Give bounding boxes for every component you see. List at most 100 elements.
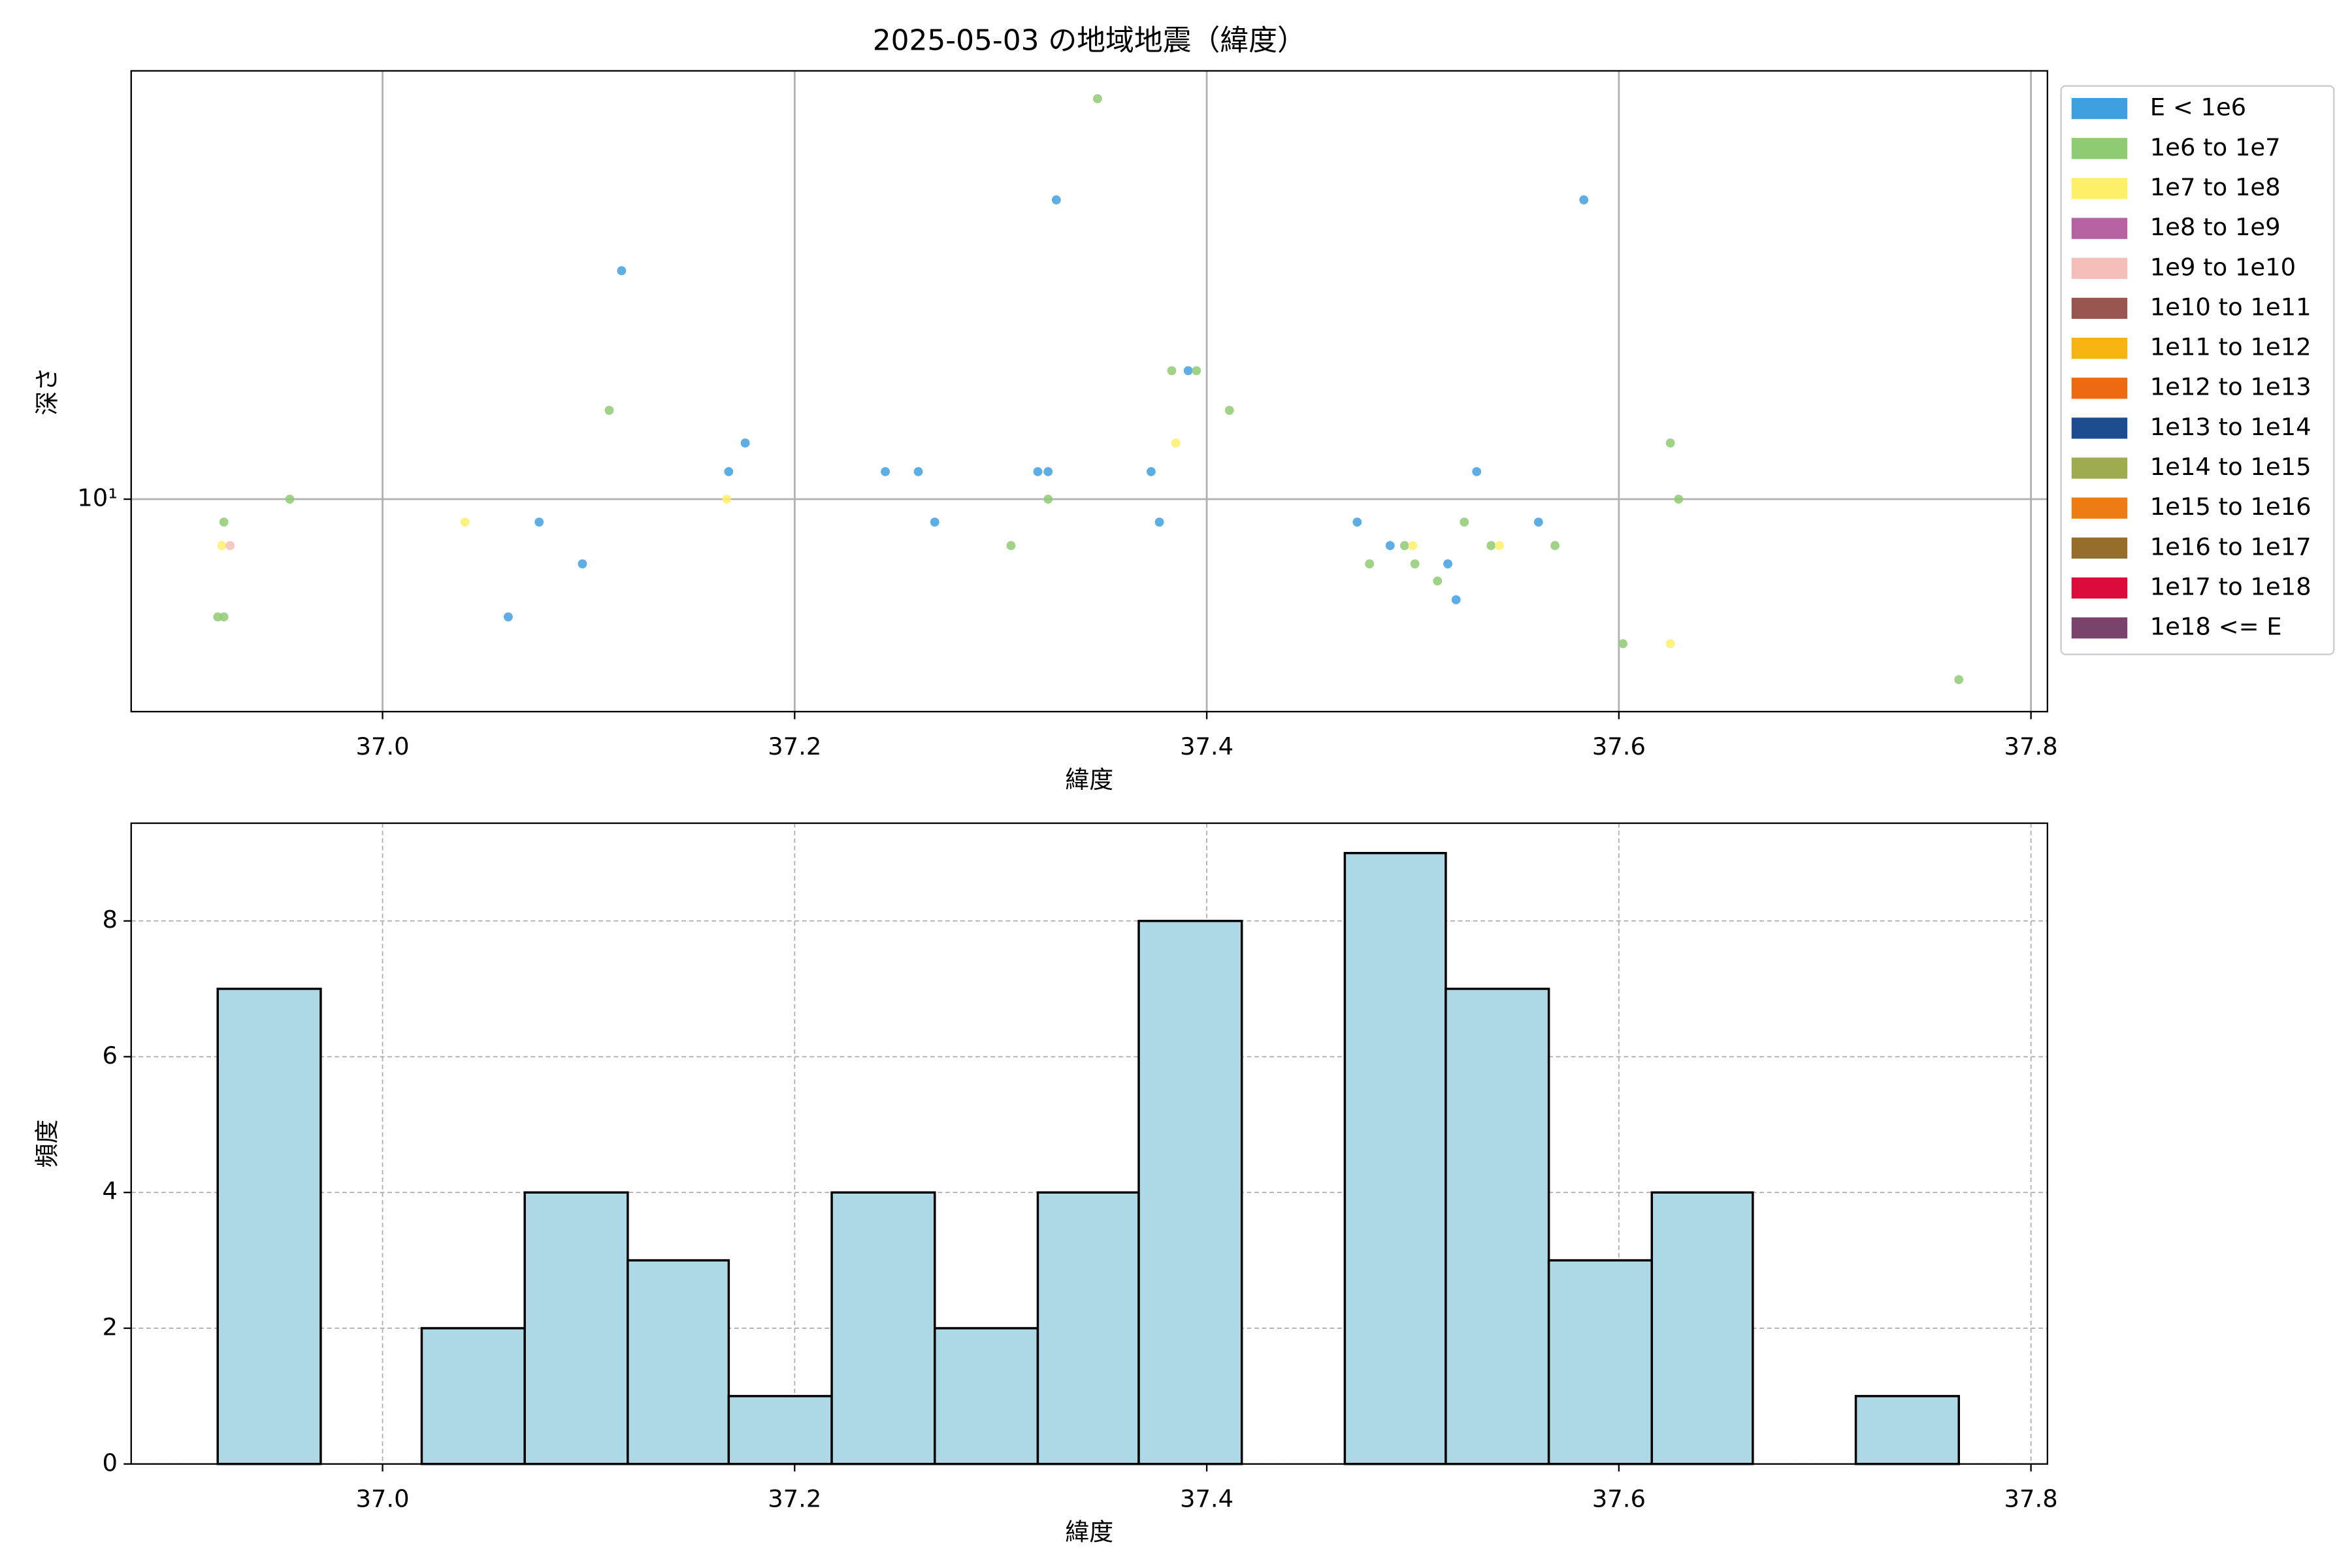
x-tick-label: 37.8 xyxy=(2004,732,2058,760)
legend-swatch xyxy=(2071,138,2128,159)
point xyxy=(1224,406,1234,415)
plot-frame xyxy=(130,70,2048,713)
point xyxy=(1954,675,1964,685)
x-axis-label: 緯度 xyxy=(1065,1518,1113,1546)
y-tick-label: 0 xyxy=(103,1448,118,1477)
point xyxy=(1093,94,1102,103)
point xyxy=(881,466,890,476)
point xyxy=(740,438,750,448)
point xyxy=(1147,466,1156,476)
point xyxy=(1460,517,1469,527)
legend-label: 1e11 to 1e12 xyxy=(2150,333,2311,361)
point xyxy=(722,495,732,504)
point xyxy=(217,541,227,551)
point xyxy=(1006,541,1016,551)
point xyxy=(219,612,229,622)
legend-label: 1e15 to 1e16 xyxy=(2150,493,2311,521)
legend-swatch xyxy=(2071,537,2128,559)
legend-label: 1e16 to 1e17 xyxy=(2150,532,2311,561)
legend-swatch xyxy=(2071,337,2128,359)
point xyxy=(1154,517,1164,527)
point xyxy=(1183,366,1193,376)
bar xyxy=(1854,1395,1960,1465)
legend-label: 1e10 to 1e11 xyxy=(2150,293,2311,321)
legend-label: E < 1e6 xyxy=(2150,93,2246,122)
legend-swatch xyxy=(2071,178,2128,199)
point xyxy=(1051,195,1061,204)
point xyxy=(1486,541,1496,551)
chart-title: 2025-05-03 の地域地震（緯度） xyxy=(873,24,1306,57)
x-tick-label: 37.0 xyxy=(355,1485,409,1513)
x-tick-label: 37.0 xyxy=(355,732,409,760)
x-tick-label: 37.2 xyxy=(768,732,821,760)
x-axis-label: 緯度 xyxy=(1065,766,1113,794)
legend-label: 1e9 to 1e10 xyxy=(2150,253,2296,281)
legend-label: 1e17 to 1e18 xyxy=(2150,573,2311,601)
bar xyxy=(830,1191,936,1465)
point xyxy=(1410,559,1420,568)
y-tick-label: 6 xyxy=(103,1041,118,1070)
point xyxy=(1365,559,1375,568)
point xyxy=(1385,541,1395,551)
legend-swatch xyxy=(2071,577,2128,599)
point xyxy=(1352,517,1362,527)
point xyxy=(1579,195,1589,204)
bar xyxy=(420,1327,526,1465)
point xyxy=(578,559,587,568)
point xyxy=(1167,366,1177,376)
point xyxy=(285,495,295,504)
x-tick-label: 37.4 xyxy=(1180,1485,1233,1513)
legend-label: 1e14 to 1e15 xyxy=(2150,453,2311,481)
point xyxy=(1043,466,1053,476)
point xyxy=(617,266,627,276)
point xyxy=(604,406,614,415)
x-tick-label: 37.6 xyxy=(1592,732,1646,760)
point xyxy=(219,517,229,527)
legend-label: 1e6 to 1e7 xyxy=(2150,133,2281,161)
point xyxy=(460,517,470,527)
point xyxy=(1433,576,1443,586)
point xyxy=(1674,495,1684,504)
y-axis-label: 頻度 xyxy=(33,1119,61,1168)
bar xyxy=(1445,987,1550,1465)
bar xyxy=(1137,919,1243,1465)
y-tick-label: 4 xyxy=(103,1177,118,1205)
legend-swatch xyxy=(2071,98,2128,120)
point xyxy=(1533,517,1543,527)
point xyxy=(225,541,235,551)
legend-label: 1e13 to 1e14 xyxy=(2150,413,2311,441)
point xyxy=(1192,366,1201,376)
point xyxy=(913,466,923,476)
legend-swatch xyxy=(2071,257,2128,279)
y-tick-label: 8 xyxy=(103,906,118,934)
point xyxy=(1618,639,1628,649)
point xyxy=(1550,541,1560,551)
y-tick-label: 2 xyxy=(103,1313,118,1341)
point xyxy=(1408,541,1418,551)
point xyxy=(504,612,513,622)
point xyxy=(1043,495,1053,504)
point xyxy=(1033,466,1043,476)
legend-label: 1e18 <= E xyxy=(2150,613,2282,641)
plot-frame xyxy=(130,822,2048,1465)
y-axis-label: 深さ xyxy=(33,367,61,416)
point xyxy=(1495,541,1504,551)
legend-swatch xyxy=(2071,218,2128,239)
point xyxy=(1665,639,1675,649)
y-tick-label: 10¹ xyxy=(77,484,118,512)
legend-swatch xyxy=(2071,378,2128,399)
point xyxy=(1451,595,1461,604)
point xyxy=(724,466,734,476)
point xyxy=(213,612,223,622)
legend-box xyxy=(2060,85,2335,655)
point xyxy=(1171,438,1181,448)
point xyxy=(1472,466,1482,476)
x-tick-label: 37.6 xyxy=(1592,1485,1646,1513)
bar xyxy=(216,987,322,1465)
point xyxy=(1399,541,1409,551)
bar xyxy=(523,1191,629,1465)
bar xyxy=(1650,1191,1754,1465)
x-tick-label: 37.2 xyxy=(768,1485,821,1513)
